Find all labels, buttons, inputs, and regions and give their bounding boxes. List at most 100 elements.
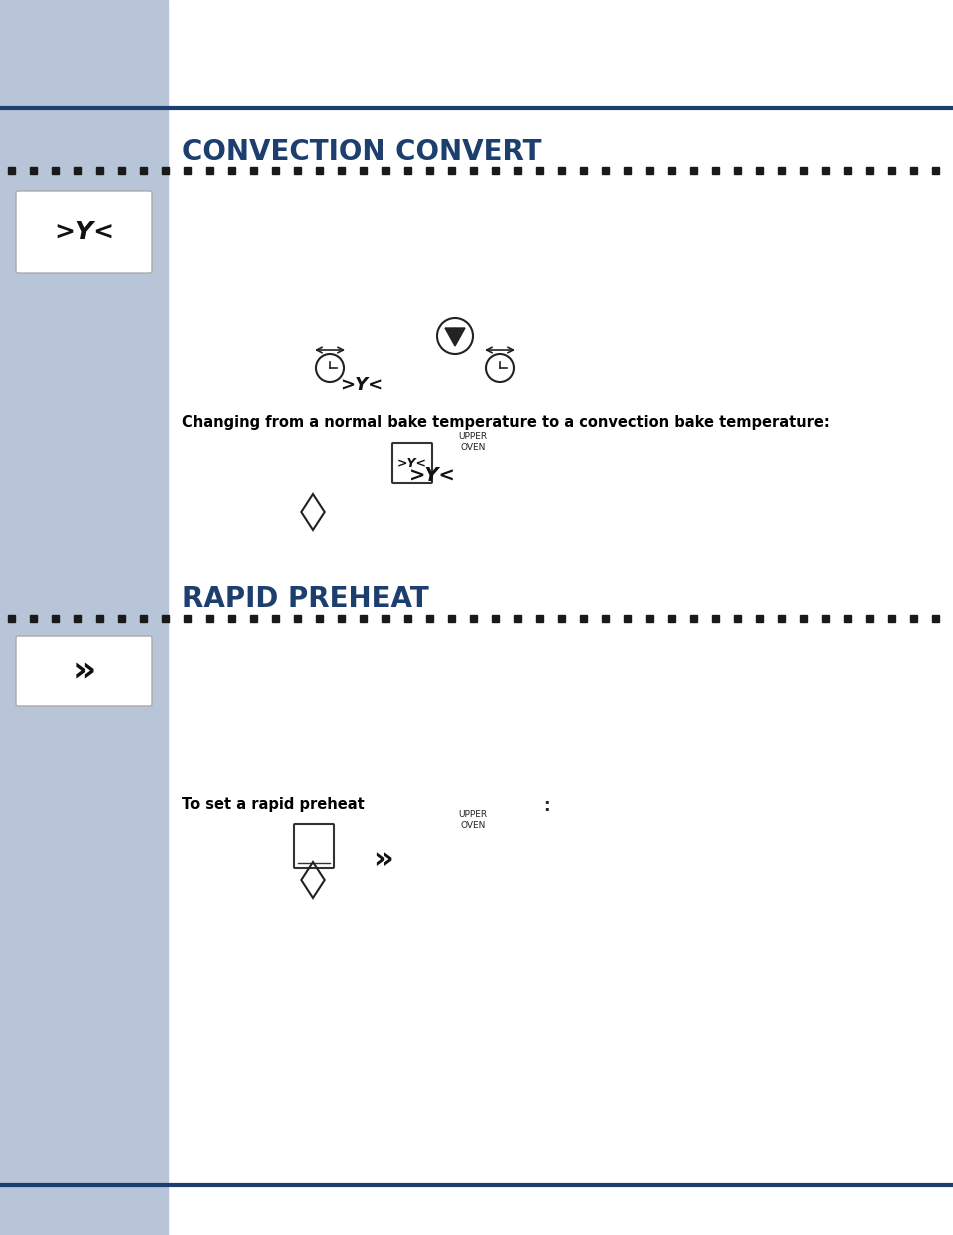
Bar [403,167,411,173]
Bar [74,167,81,173]
Bar [337,167,345,173]
Bar [645,615,652,621]
Bar [403,615,411,621]
FancyBboxPatch shape [392,443,432,483]
Bar [492,167,498,173]
Text: »: » [373,846,393,874]
Bar [821,615,828,621]
Bar [689,167,697,173]
Bar [140,615,147,621]
Bar [909,615,916,621]
Bar [645,167,652,173]
Bar [931,167,938,173]
Bar [206,167,213,173]
Bar [623,615,630,621]
Bar [887,615,894,621]
Bar [711,615,719,621]
FancyBboxPatch shape [294,824,334,868]
Bar [184,615,191,621]
FancyBboxPatch shape [16,191,152,273]
Bar [601,615,608,621]
Bar [843,167,850,173]
Text: To set a rapid preheat: To set a rapid preheat [182,797,364,811]
Bar [800,167,806,173]
Bar [667,167,675,173]
Bar [667,615,675,621]
Bar [359,615,367,621]
Bar [448,615,455,621]
Bar [118,615,125,621]
Bar [52,167,59,173]
Bar [184,167,191,173]
Bar [118,167,125,173]
Bar [272,615,278,621]
Bar [733,615,740,621]
Bar [228,167,234,173]
Bar [755,167,762,173]
Bar [381,615,389,621]
Bar [623,167,630,173]
Bar [755,615,762,621]
Bar [426,615,433,621]
Bar [30,615,37,621]
Bar [294,615,301,621]
Bar [30,167,37,173]
FancyBboxPatch shape [16,636,152,706]
Bar [601,167,608,173]
Bar [162,615,169,621]
Text: UPPER
OVEN: UPPER OVEN [458,810,487,830]
Bar [865,615,872,621]
Bar [733,167,740,173]
Text: >Y<: >Y< [396,457,427,469]
Bar [800,615,806,621]
Bar [294,167,301,173]
Bar [448,167,455,173]
Bar [96,167,103,173]
Bar [315,615,323,621]
Bar [359,167,367,173]
Polygon shape [444,329,464,346]
Bar [0,0,168,1235]
Bar [514,615,520,621]
Bar [8,615,15,621]
Bar [250,615,256,621]
Bar [315,167,323,173]
Text: CONVECTION CONVERT: CONVECTION CONVERT [182,138,541,165]
Bar [536,167,542,173]
Bar [843,615,850,621]
Bar [536,615,542,621]
Bar [865,167,872,173]
Bar [74,615,81,621]
Bar [821,167,828,173]
Bar [558,615,564,621]
Bar [689,615,697,621]
Bar [206,615,213,621]
Bar [140,167,147,173]
Text: >Y<: >Y< [54,220,114,245]
Bar [514,167,520,173]
Bar [931,615,938,621]
Bar [52,615,59,621]
Bar [426,167,433,173]
Bar [470,615,476,621]
Bar [579,615,586,621]
Text: »: » [72,655,95,688]
Bar [8,167,15,173]
Bar [162,167,169,173]
Text: RAPID PREHEAT: RAPID PREHEAT [182,585,428,613]
Bar [337,615,345,621]
Bar [579,167,586,173]
Bar [909,167,916,173]
Bar [381,167,389,173]
Bar [470,167,476,173]
Text: >Y<: >Y< [340,375,383,394]
Text: Changing from a normal bake temperature to a convection bake temperature:: Changing from a normal bake temperature … [182,415,829,430]
Bar [778,167,784,173]
Bar [272,167,278,173]
Bar [250,167,256,173]
Bar [778,615,784,621]
Text: :: : [542,797,549,815]
Bar [492,615,498,621]
Text: >Y<: >Y< [408,466,455,484]
Bar [887,167,894,173]
